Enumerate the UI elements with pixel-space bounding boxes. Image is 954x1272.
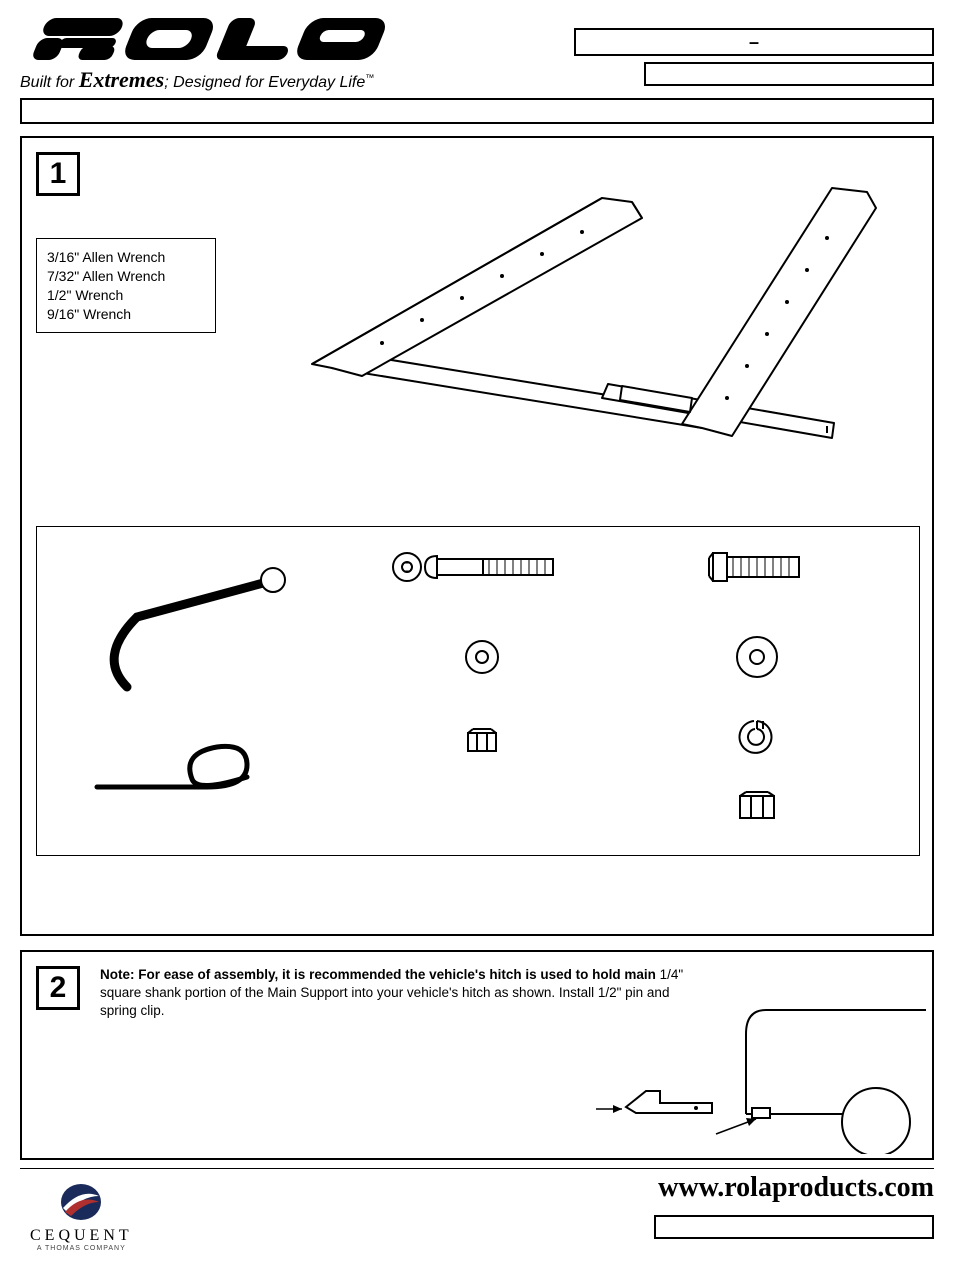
tool-item: 9/16" Wrench — [47, 305, 205, 324]
part-number-box: – — [574, 28, 934, 56]
cequent-word: CEQUENT — [30, 1227, 133, 1245]
step2-number: 2 — [36, 966, 80, 1010]
tagline-extremes: Extremes — [79, 67, 165, 92]
footer-url: www.rolaproducts.com — [658, 1172, 934, 1204]
step2-drawing — [596, 1004, 926, 1154]
cequent-logo: CEQUENT A THOMAS COMPANY — [30, 1182, 133, 1252]
tagline-post: ; Designed for Everyday Life — [164, 74, 365, 91]
rola-logo — [20, 12, 390, 66]
step1-panel: 1 3/16" Allen Wrench 7/32" Allen Wrench … — [20, 136, 934, 936]
tool-item: 3/16" Allen Wrench — [47, 248, 205, 267]
hardware-drawings — [37, 527, 921, 857]
step1-number: 1 — [36, 152, 80, 196]
cequent-swoosh-icon — [59, 1182, 103, 1222]
date-box — [644, 62, 934, 86]
footer-rule — [20, 1168, 934, 1169]
tm-mark: ™ — [365, 73, 374, 83]
tools-required-box: 3/16" Allen Wrench 7/32" Allen Wrench 1/… — [36, 238, 216, 333]
title-bar — [20, 98, 934, 124]
tagline-pre: Built for — [20, 74, 79, 91]
main-support-drawing — [272, 148, 902, 488]
step2-note-bold: Note: For ease of assembly, it is recomm… — [100, 967, 656, 982]
part-number: – — [749, 32, 759, 53]
cequent-sub: A THOMAS COMPANY — [30, 1245, 133, 1252]
tagline: Built for Extremes; Designed for Everyda… — [20, 67, 374, 93]
tool-item: 7/32" Allen Wrench — [47, 267, 205, 286]
step2-panel: 2 Note: For ease of assembly, it is reco… — [20, 950, 934, 1160]
page-number-box — [654, 1215, 934, 1239]
tool-item: 1/2" Wrench — [47, 286, 205, 305]
hardware-box — [36, 526, 920, 856]
header: Built for Extremes; Designed for Everyda… — [20, 12, 934, 94]
